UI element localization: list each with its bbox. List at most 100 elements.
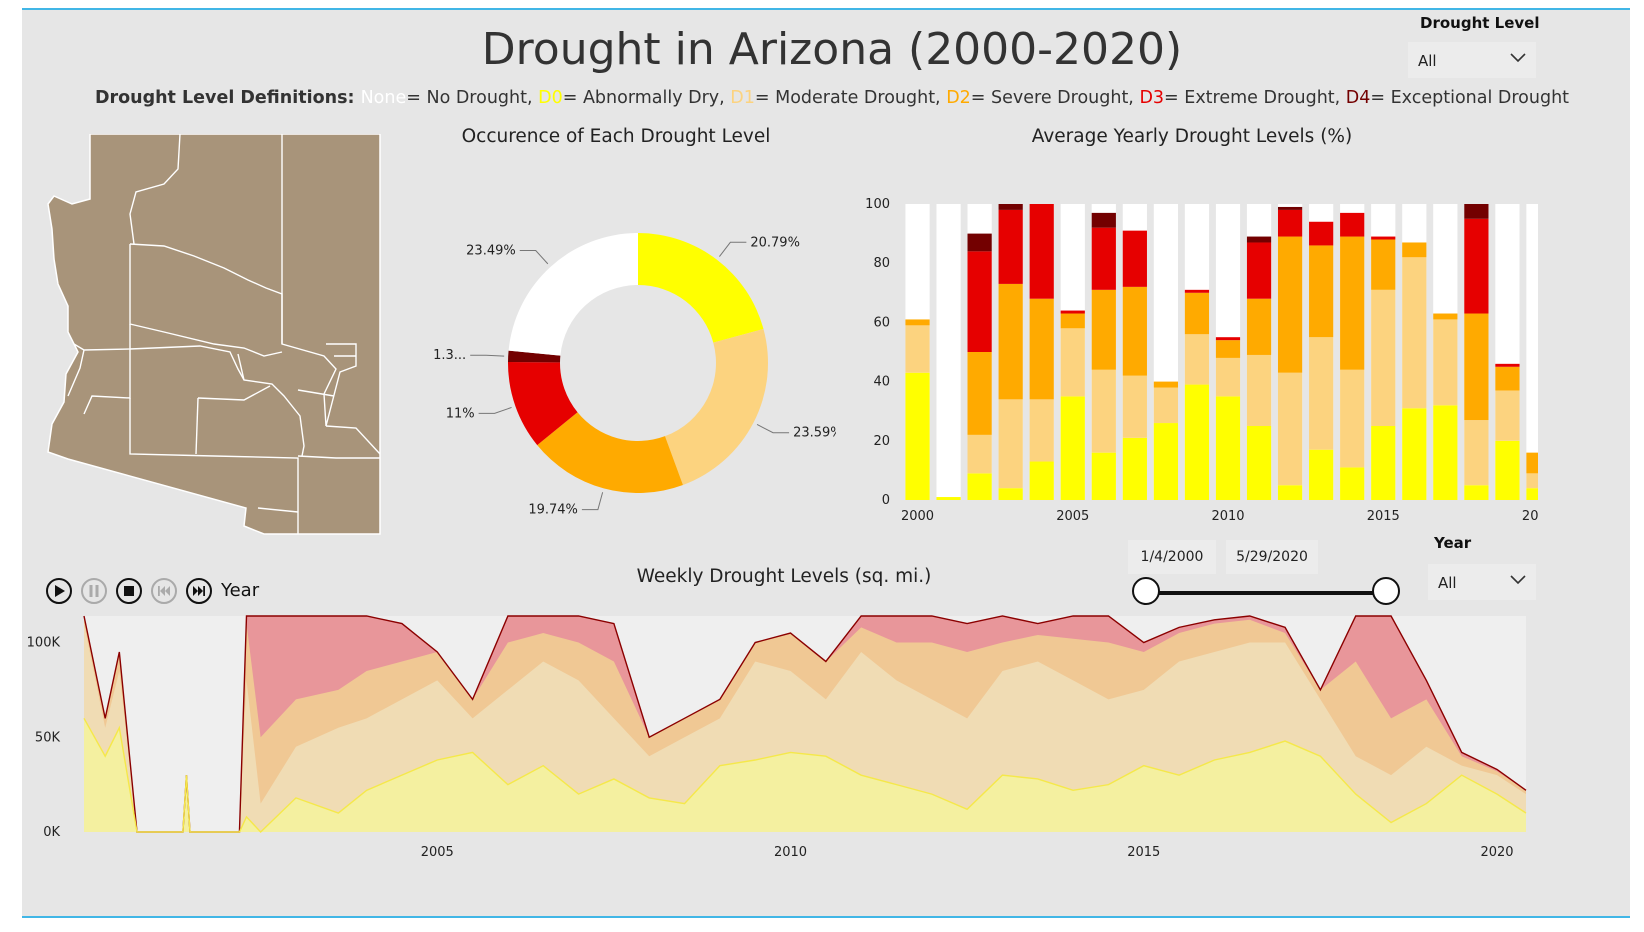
bar-segment-d2[interactable] <box>1060 313 1085 329</box>
bar-segment-d1[interactable] <box>1402 257 1427 409</box>
bar-segment-d1[interactable] <box>1215 357 1241 397</box>
bar-segment-d2[interactable] <box>1153 381 1179 388</box>
date-range-start-input[interactable]: 1/4/2000 <box>1128 540 1216 574</box>
bar-segment-d2[interactable] <box>1029 298 1054 400</box>
next-icon[interactable] <box>184 576 214 606</box>
date-range-end-handle[interactable] <box>1372 577 1400 605</box>
bar-segment-d3[interactable] <box>1060 310 1085 314</box>
bar-segment-d2[interactable] <box>1495 366 1520 391</box>
bar-segment-d4[interactable] <box>998 204 1023 210</box>
bar-segment-d2[interactable] <box>1246 298 1272 355</box>
bar-segment-d1[interactable] <box>1029 399 1054 462</box>
bar-segment-d1[interactable] <box>998 399 1023 489</box>
bar-segment-d2[interactable] <box>1371 239 1396 290</box>
bar-segment-d1[interactable] <box>1340 369 1365 468</box>
bar-segment-d3[interactable] <box>1464 218 1489 314</box>
bar-segment-d2[interactable] <box>1340 236 1365 370</box>
bar-segment-d0[interactable] <box>1060 396 1085 500</box>
donut-slice-d4[interactable] <box>508 350 561 363</box>
bar-segment-d3[interactable] <box>1246 242 1272 299</box>
bar-segment-d3[interactable] <box>1091 227 1116 290</box>
bar-segment-d4[interactable] <box>1277 206 1303 210</box>
bar-segment-d0[interactable] <box>1433 405 1458 500</box>
year-dropdown[interactable]: All <box>1428 564 1536 600</box>
bar-segment-d1[interactable] <box>1433 319 1458 406</box>
stop-icon[interactable] <box>114 576 144 606</box>
bar-segment-d3[interactable] <box>1184 289 1210 293</box>
drought-level-dropdown[interactable]: All <box>1408 42 1536 78</box>
bar-segment-d2[interactable] <box>1277 236 1303 373</box>
bar-segment-d0[interactable] <box>1246 426 1272 500</box>
bar-segment-d2[interactable] <box>1091 289 1116 370</box>
date-range-start-handle[interactable] <box>1132 577 1160 605</box>
date-range-end-input[interactable]: 5/29/2020 <box>1226 540 1318 574</box>
pause-icon[interactable] <box>79 576 109 606</box>
bar-segment-d4[interactable] <box>1091 212 1116 228</box>
bar-segment-d1[interactable] <box>967 434 992 474</box>
bar-segment-d3[interactable] <box>1277 209 1303 237</box>
bar-segment-d2[interactable] <box>1122 286 1147 376</box>
bar-segment-d3[interactable] <box>1495 363 1520 367</box>
donut-slice-none[interactable] <box>508 233 638 356</box>
bar-segment-d3[interactable] <box>1309 221 1334 246</box>
bar-segment-d1[interactable] <box>1495 390 1520 441</box>
bar-segment-d0[interactable] <box>1371 426 1396 500</box>
bar-segment-d3[interactable] <box>1340 212 1365 237</box>
bar-segment-d0[interactable] <box>1122 437 1147 500</box>
bar-segment-d2[interactable] <box>998 283 1023 400</box>
bar-segment-d0[interactable] <box>905 372 930 500</box>
bar-segment-d3[interactable] <box>998 209 1023 284</box>
bar-segment-d3[interactable] <box>967 251 992 352</box>
bar-segment-d2[interactable] <box>1309 245 1334 338</box>
bar-segment-d1[interactable] <box>1246 354 1272 426</box>
bar-segment-d2[interactable] <box>905 319 930 326</box>
donut-slice-d3[interactable] <box>508 362 578 446</box>
bar-segment-d3[interactable] <box>1371 236 1396 240</box>
bar-segment-d1[interactable] <box>1371 289 1396 426</box>
bar-segment-d1[interactable] <box>1153 387 1179 424</box>
bar-segment-d2[interactable] <box>1526 452 1538 474</box>
bar-segment-d0[interactable] <box>1495 440 1520 500</box>
bar-segment-d4[interactable] <box>1246 236 1272 243</box>
bar-segment-d0[interactable] <box>1029 461 1054 500</box>
bar-segment-d0[interactable] <box>998 488 1023 500</box>
bar-segment-d3[interactable] <box>1029 204 1054 299</box>
bar-segment-d0[interactable] <box>1153 423 1179 500</box>
donut-slice-d1[interactable] <box>664 329 768 485</box>
bar-segment-d1[interactable] <box>1122 375 1147 438</box>
bar-segment-d0[interactable] <box>1464 485 1489 500</box>
bar-segment-d3[interactable] <box>1215 337 1241 341</box>
bar-segment-d1[interactable] <box>1184 334 1210 385</box>
donut-slice-d2[interactable] <box>537 412 683 493</box>
bar-segment-d4[interactable] <box>967 233 992 252</box>
previous-icon[interactable] <box>149 576 179 606</box>
bar-segment-d0[interactable] <box>967 473 992 500</box>
donut-slice-d0[interactable] <box>638 233 764 343</box>
bar-segment-d2[interactable] <box>967 352 992 435</box>
bar-segment-d0[interactable] <box>1215 396 1241 500</box>
bar-segment-d0[interactable] <box>1526 488 1538 500</box>
bar-segment-d1[interactable] <box>1277 372 1303 486</box>
bar-segment-d0[interactable] <box>1184 384 1210 500</box>
bar-segment-d1[interactable] <box>1060 328 1085 397</box>
play-icon[interactable] <box>44 576 74 606</box>
bar-segment-d2[interactable] <box>1184 292 1210 335</box>
bar-segment-d0[interactable] <box>936 497 961 500</box>
bar-segment-d2[interactable] <box>1215 340 1241 358</box>
bar-segment-d2[interactable] <box>1433 313 1458 320</box>
bar-segment-d2[interactable] <box>1464 313 1489 421</box>
area-series-d0[interactable] <box>84 718 1526 832</box>
bar-segment-d0[interactable] <box>1402 408 1427 500</box>
bar-segment-d4[interactable] <box>1464 204 1489 219</box>
bar-segment-d0[interactable] <box>1091 452 1116 500</box>
bar-segment-d3[interactable] <box>1122 230 1147 287</box>
bar-segment-d1[interactable] <box>1526 473 1538 489</box>
bar-segment-d1[interactable] <box>1464 420 1489 486</box>
bar-segment-d1[interactable] <box>1309 337 1334 450</box>
bar-segment-d1[interactable] <box>1091 369 1116 453</box>
bar-segment-d1[interactable] <box>905 325 930 373</box>
bar-segment-d2[interactable] <box>1402 242 1427 258</box>
bar-segment-d0[interactable] <box>1277 485 1303 500</box>
bar-segment-d0[interactable] <box>1340 467 1365 500</box>
bar-segment-d0[interactable] <box>1309 449 1334 500</box>
